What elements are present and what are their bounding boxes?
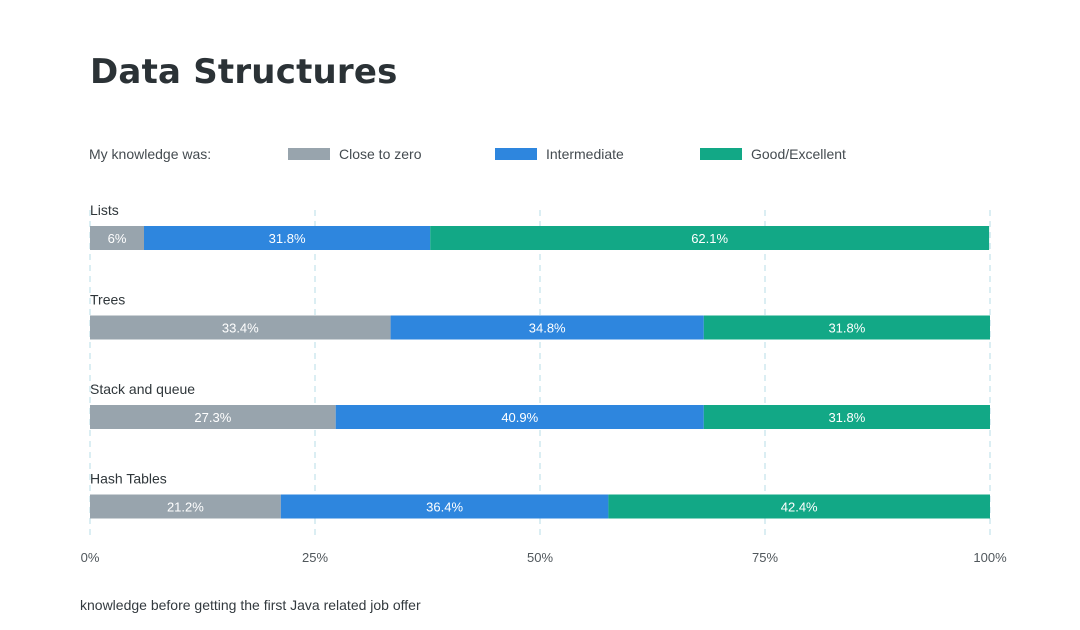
x-tick-label-3: 75% [752,550,778,565]
data-label-stack-and-queue-intermediate: 40.9% [501,410,538,425]
legend-title: My knowledge was: [89,146,212,162]
data-label-trees-intermediate: 34.8% [529,321,566,336]
bar-lists-close-to-zero [90,226,144,250]
bar-hash-tables-intermediate [280,494,609,519]
bar-lists-intermediate [144,226,431,250]
x-tick-label-2: 50% [527,550,553,565]
data-label-hash-tables-close-to-zero: 21.2% [167,500,204,515]
legend-swatch-close-to-zero [288,148,330,160]
category-label-lists: Lists [90,202,119,218]
bar-trees-intermediate [390,315,704,340]
legend-swatch-intermediate [495,148,537,160]
chart-title: Data Structures [90,52,398,92]
x-tick-label-0: 0% [81,550,100,565]
x-tick-label-4: 100% [973,550,1007,565]
legend-swatch-good-excellent [700,148,742,160]
bar-trees-close-to-zero [90,315,391,340]
bar-hash-tables-good-excellent [608,494,990,519]
data-label-trees-close-to-zero: 33.4% [222,321,259,336]
data-label-stack-and-queue-good-excellent: 31.8% [828,410,865,425]
data-label-hash-tables-intermediate: 36.4% [426,500,463,515]
data-label-lists-close-to-zero: 6% [108,231,127,246]
x-axis-caption: knowledge before getting the first Java … [80,597,421,613]
data-label-trees-good-excellent: 31.8% [828,321,865,336]
bar-lists-good-excellent [430,226,990,250]
legend-label-good-excellent: Good/Excellent [751,146,846,162]
bar-stack-and-queue-good-excellent [703,405,990,429]
category-label-hash-tables: Hash Tables [90,471,167,487]
bar-stack-and-queue-close-to-zero [90,405,336,429]
data-label-lists-good-excellent: 62.1% [691,231,728,246]
data-label-lists-intermediate: 31.8% [269,231,306,246]
x-tick-label-1: 25% [302,550,328,565]
legend-label-close-to-zero: Close to zero [339,146,422,162]
bar-trees-good-excellent [703,315,990,340]
category-label-stack-and-queue: Stack and queue [90,381,195,397]
legend-label-intermediate: Intermediate [546,146,624,162]
bar-stack-and-queue-intermediate [335,405,704,429]
data-label-stack-and-queue-close-to-zero: 27.3% [194,410,231,425]
bar-hash-tables-close-to-zero [90,494,281,519]
data-label-hash-tables-good-excellent: 42.4% [781,500,818,515]
category-label-trees: Trees [90,292,125,308]
